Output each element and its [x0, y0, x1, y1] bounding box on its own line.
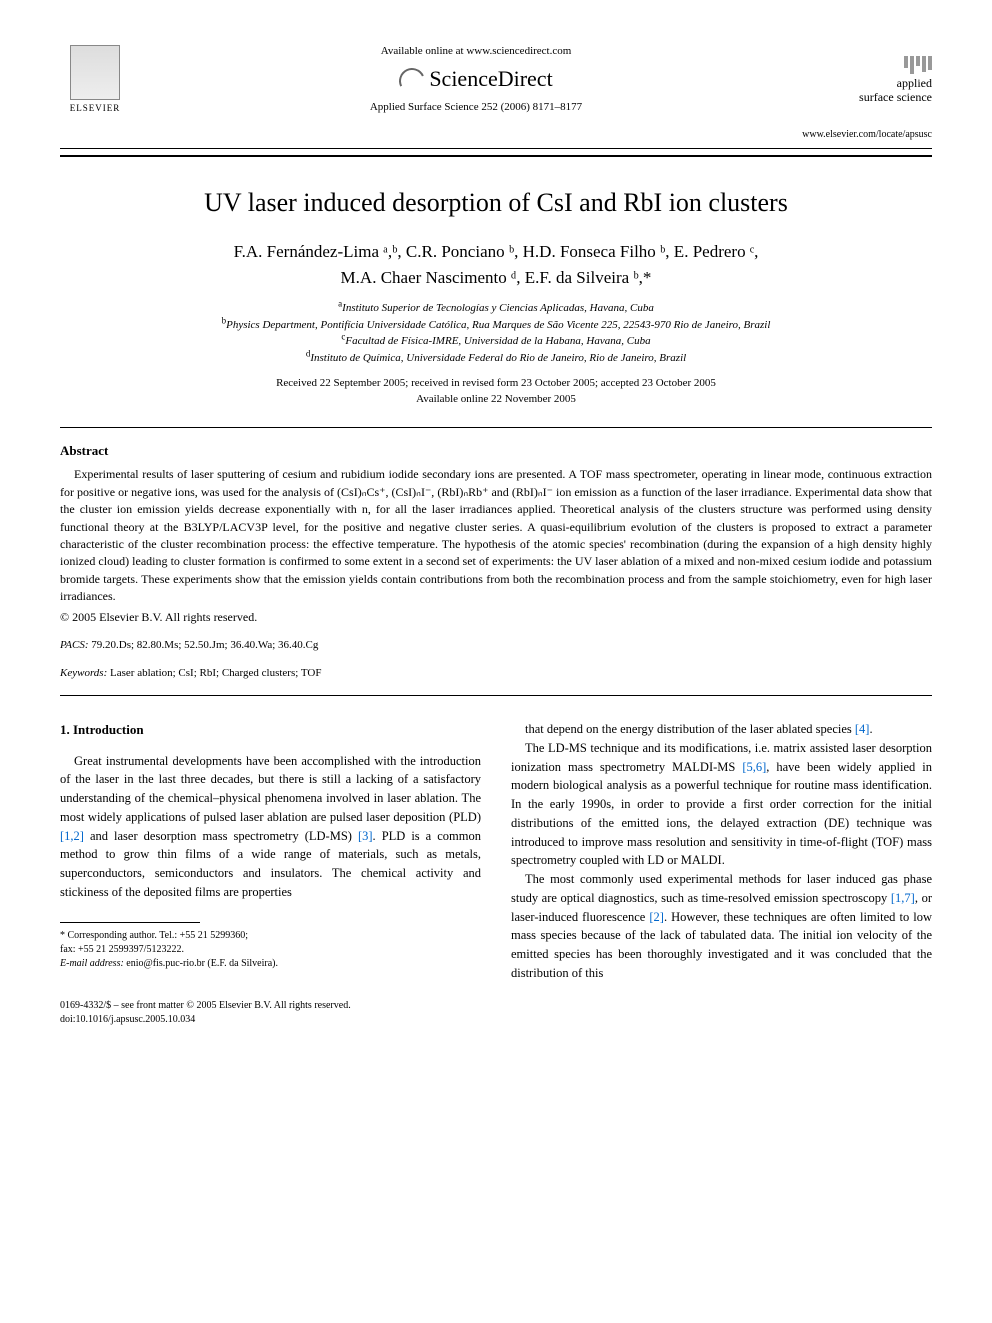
abstract-heading: Abstract [60, 442, 932, 460]
intro-p1: Great instrumental developments have bee… [60, 752, 481, 902]
affil-a: aInstituto Superior de Tecnologías y Cie… [60, 300, 932, 317]
affil-b: bPhysics Department, Pontifícia Universi… [60, 317, 932, 334]
authors-line2: M.A. Chaer Nascimento ᵈ, E.F. da Silveir… [60, 265, 932, 291]
footnote-separator [60, 922, 200, 923]
authors-line1: F.A. Fernández-Lima ᵃ,ᵇ, C.R. Ponciano ᵇ… [60, 239, 932, 265]
footnote-block: * Corresponding author. Tel.: +55 21 529… [60, 929, 481, 971]
keywords-line: Keywords: Laser ablation; CsI; RbI; Char… [60, 666, 932, 681]
ref-3[interactable]: [3] [358, 829, 373, 843]
authors-block: F.A. Fernández-Lima ᵃ,ᵇ, C.R. Ponciano ᵇ… [60, 239, 932, 290]
abstract-top-rule [60, 427, 932, 428]
ref-5-6[interactable]: [5,6] [742, 760, 766, 774]
intro-p2: that depend on the energy distribution o… [511, 720, 932, 739]
intro-p3: The LD-MS technique and its modification… [511, 739, 932, 870]
header-rule-thick [60, 155, 932, 157]
dates-online: Available online 22 November 2005 [60, 392, 932, 407]
journal-bars-icon [822, 56, 932, 74]
locate-url: www.elsevier.com/locate/apsusc [60, 128, 932, 142]
header-rule-thin [60, 148, 932, 149]
citation-line: Applied Surface Science 252 (2006) 8171–… [130, 100, 822, 115]
right-column: that depend on the energy distribution o… [511, 720, 932, 983]
sciencedirect-logo: ScienceDirect [130, 64, 822, 95]
footnote-fax: fax: +55 21 2599397/5123222. [60, 943, 481, 957]
ref-1-2[interactable]: [1,2] [60, 829, 84, 843]
dates-received: Received 22 September 2005; received in … [60, 376, 932, 391]
keywords-value: Laser ablation; CsI; RbI; Charged cluste… [110, 667, 321, 679]
issn-line: 0169-4332/$ – see front matter © 2005 El… [60, 999, 932, 1013]
abstract-text: Experimental results of laser sputtering… [60, 466, 932, 605]
elsevier-logo: ELSEVIER [60, 40, 130, 120]
affil-c: cFacultad de Física-IMRE, Universidad de… [60, 333, 932, 350]
sd-brand-text: ScienceDirect [429, 66, 552, 91]
journal-name-l2: surface science [822, 90, 932, 104]
body-columns: 1. Introduction Great instrumental devel… [60, 720, 932, 983]
intro-p4: The most commonly used experimental meth… [511, 870, 932, 983]
pacs-line: PACS: 79.20.Ds; 82.80.Ms; 52.50.Jm; 36.4… [60, 638, 932, 653]
pacs-label: PACS: [60, 639, 89, 651]
doi-line: doi:10.1016/j.apsusc.2005.10.034 [60, 1013, 932, 1027]
abstract-copyright: © 2005 Elsevier B.V. All rights reserved… [60, 609, 932, 626]
bottom-block: 0169-4332/$ – see front matter © 2005 El… [60, 999, 932, 1027]
elsevier-tree-icon [70, 45, 120, 100]
section-1-heading: 1. Introduction [60, 720, 481, 740]
article-title: UV laser induced desorption of CsI and R… [60, 185, 932, 221]
journal-cover-box: applied surface science [822, 56, 932, 105]
abstract-bottom-rule [60, 695, 932, 696]
keywords-label: Keywords: [60, 667, 107, 679]
center-header: Available online at www.sciencedirect.co… [130, 44, 822, 116]
footnote-email-label: E-mail address: [60, 958, 124, 969]
ref-4[interactable]: [4] [855, 722, 870, 736]
affiliations-block: aInstituto Superior de Tecnologías y Cie… [60, 300, 932, 366]
available-online-text: Available online at www.sciencedirect.co… [130, 44, 822, 59]
abstract-body: Experimental results of laser sputtering… [60, 466, 932, 605]
dates-block: Received 22 September 2005; received in … [60, 376, 932, 407]
footnote-corresp: * Corresponding author. Tel.: +55 21 529… [60, 929, 481, 943]
elsevier-label: ELSEVIER [70, 102, 121, 115]
ref-1-7[interactable]: [1,7] [891, 891, 915, 905]
left-column: 1. Introduction Great instrumental devel… [60, 720, 481, 983]
pacs-value: 79.20.Ds; 82.80.Ms; 52.50.Jm; 36.40.Wa; … [91, 639, 318, 651]
journal-name-l1: applied [822, 76, 932, 90]
ref-2[interactable]: [2] [649, 910, 664, 924]
footnote-email: E-mail address: enio@fis.puc-rio.br (E.F… [60, 957, 481, 971]
journal-header: ELSEVIER Available online at www.science… [60, 40, 932, 120]
footnote-email-value: enio@fis.puc-rio.br (E.F. da Silveira). [126, 958, 278, 969]
sd-swoosh-icon [396, 64, 429, 97]
affil-d: dInstituto de Química, Universidade Fede… [60, 350, 932, 367]
